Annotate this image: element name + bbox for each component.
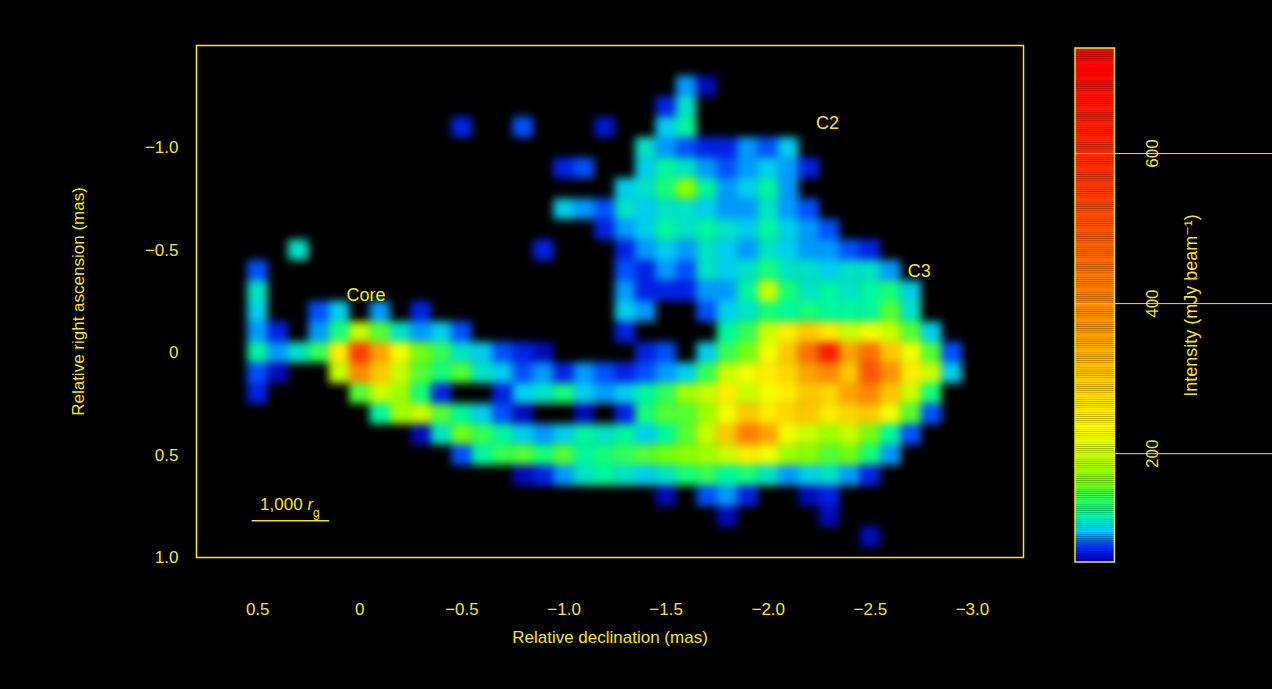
svg-text:0.5: 0.5 bbox=[155, 446, 179, 465]
svg-text:600: 600 bbox=[1143, 139, 1162, 167]
svg-text:−1.0: −1.0 bbox=[145, 138, 179, 157]
svg-text:1.0: 1.0 bbox=[155, 548, 179, 567]
svg-text:1,000 rg: 1,000 rg bbox=[260, 495, 320, 520]
svg-text:0: 0 bbox=[169, 343, 178, 362]
svg-text:400: 400 bbox=[1143, 289, 1162, 317]
svg-text:−2.0: −2.0 bbox=[751, 600, 785, 619]
svg-text:Relative right ascension (mas): Relative right ascension (mas) bbox=[69, 187, 88, 416]
svg-text:−0.5: −0.5 bbox=[145, 241, 179, 260]
svg-text:Intensity (mJy beam⁻¹): Intensity (mJy beam⁻¹) bbox=[1181, 214, 1201, 397]
svg-text:−1.0: −1.0 bbox=[547, 600, 581, 619]
svg-text:−2.5: −2.5 bbox=[854, 600, 888, 619]
svg-text:−1.5: −1.5 bbox=[649, 600, 683, 619]
svg-text:−0.5: −0.5 bbox=[445, 600, 479, 619]
svg-text:Core: Core bbox=[346, 285, 385, 305]
svg-text:Relative declination (mas): Relative declination (mas) bbox=[512, 628, 708, 647]
svg-text:0.5: 0.5 bbox=[246, 600, 270, 619]
svg-text:−3.0: −3.0 bbox=[956, 600, 990, 619]
svg-text:200: 200 bbox=[1143, 440, 1162, 468]
svg-text:C3: C3 bbox=[908, 261, 931, 281]
svg-text:C2: C2 bbox=[816, 113, 839, 133]
svg-text:0: 0 bbox=[355, 600, 364, 619]
